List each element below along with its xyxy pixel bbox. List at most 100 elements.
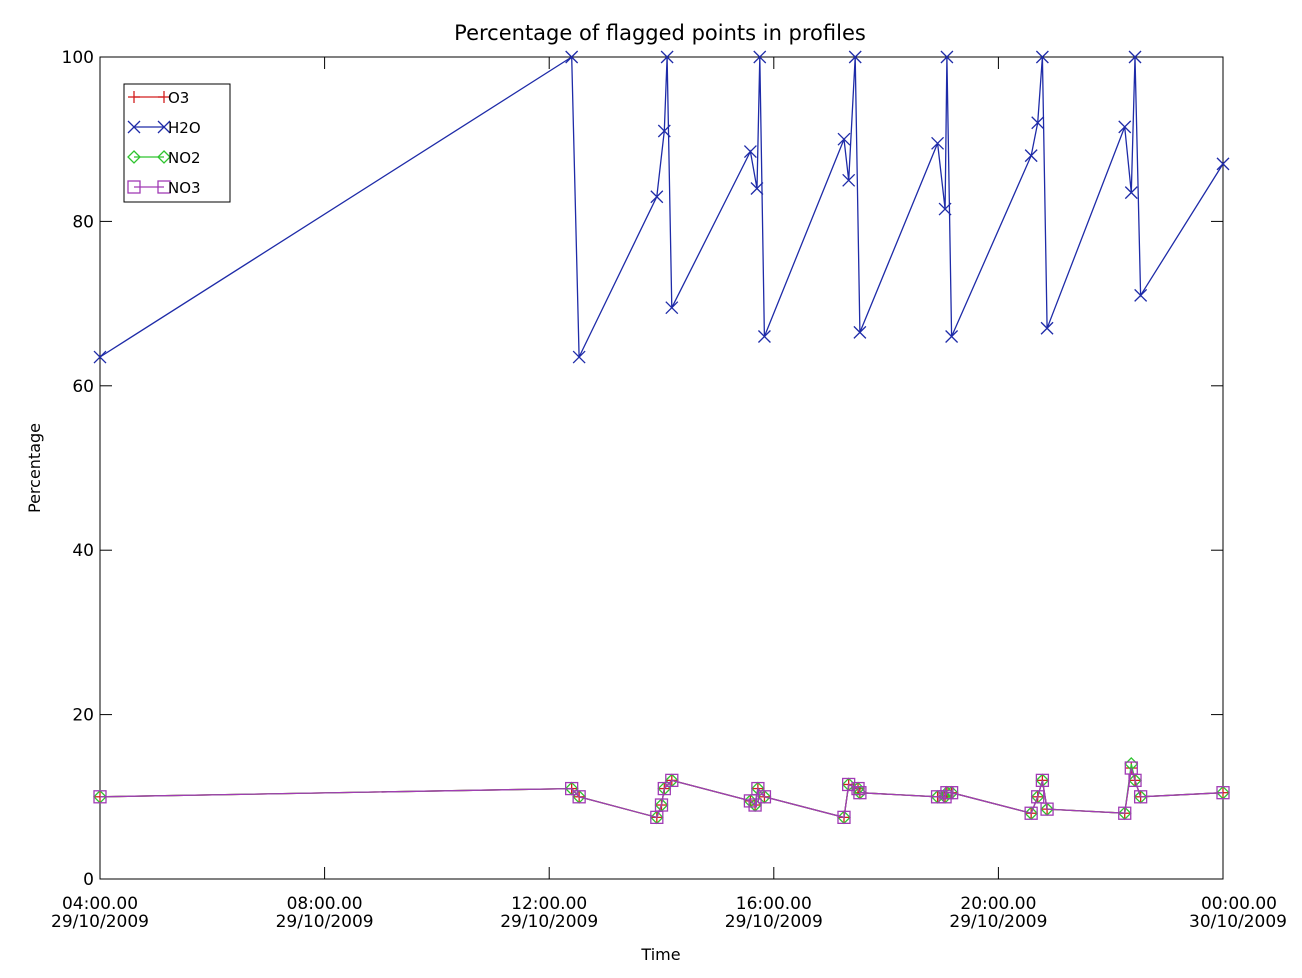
series-no3 bbox=[93, 761, 1230, 824]
data-point-h2o bbox=[1124, 186, 1138, 200]
legend-h2o-marker-end-b bbox=[157, 120, 171, 134]
data-point-h2o bbox=[848, 50, 862, 64]
data-point-no3 bbox=[93, 790, 107, 804]
data-point-h2o bbox=[572, 350, 586, 364]
data-point-h2o-b bbox=[657, 124, 671, 138]
data-point-h2o-b bbox=[1035, 50, 1049, 64]
data-point-h2o bbox=[945, 330, 959, 343]
data-point-h2o-b bbox=[572, 350, 586, 364]
data-point-no3 bbox=[1024, 806, 1038, 820]
data-point-no3 bbox=[1031, 790, 1045, 804]
data-point-h2o bbox=[837, 132, 851, 146]
x-axis-label: Time bbox=[640, 945, 680, 964]
legend-no3-label: NO3 bbox=[168, 179, 201, 197]
data-point-h2o-b bbox=[837, 132, 851, 146]
data-point-h2o-b bbox=[853, 325, 867, 339]
data-point-h2o-b bbox=[1040, 321, 1054, 335]
data-point-h2o bbox=[1216, 157, 1230, 171]
data-point-h2o bbox=[1035, 50, 1049, 64]
x-tick-label-time: 16:00.00 bbox=[736, 894, 812, 914]
data-point-no3 bbox=[1040, 802, 1054, 816]
data-point-h2o bbox=[1040, 321, 1054, 335]
x-tick-label-time: 00:00.00 bbox=[1201, 894, 1277, 914]
data-point-h2o-b bbox=[660, 50, 674, 64]
data-point-h2o-b bbox=[1134, 288, 1148, 302]
data-point-no3 bbox=[1118, 806, 1132, 820]
legend: O3 H2O NO2 NO3 bbox=[123, 83, 231, 203]
data-point-h2o bbox=[1031, 116, 1045, 130]
data-point-no3 bbox=[565, 781, 579, 796]
x-tick-label-time: 04:00.00 bbox=[62, 894, 138, 914]
data-point-h2o bbox=[1134, 288, 1148, 302]
series-line-h2o bbox=[99, 55, 1224, 358]
legend-h2o-label: H2O bbox=[168, 119, 201, 137]
legend-h2o-marker-start bbox=[127, 120, 141, 134]
data-point-no3 bbox=[1035, 773, 1050, 788]
legend-h2o-marker-end bbox=[157, 120, 171, 134]
series-no2 bbox=[93, 757, 1230, 825]
legend-o3-marker-end bbox=[158, 91, 170, 103]
data-point-h2o bbox=[1118, 120, 1132, 134]
legend-no2-marker-end bbox=[157, 150, 171, 164]
data-point-h2o bbox=[757, 330, 771, 343]
y-axis-label: Percentage bbox=[25, 423, 44, 513]
data-point-h2o bbox=[931, 136, 945, 150]
data-point-no3 bbox=[665, 773, 679, 788]
legend-no2-label: NO2 bbox=[168, 149, 201, 167]
y-tick-label: 20 bbox=[72, 706, 94, 726]
data-point-h2o bbox=[938, 202, 952, 216]
data-point-h2o bbox=[660, 50, 674, 64]
x-tick-label-date: 29/10/2009 bbox=[51, 912, 149, 932]
data-point-no3 bbox=[572, 790, 586, 804]
x-tick-label-time: 08:00.00 bbox=[287, 894, 363, 914]
data-point-no3 bbox=[842, 777, 856, 792]
legend-box bbox=[123, 83, 231, 203]
data-point-no3 bbox=[654, 798, 669, 812]
data-point-h2o-b bbox=[848, 50, 862, 64]
data-point-no3 bbox=[743, 794, 758, 808]
legend-o3-label: O3 bbox=[168, 89, 189, 107]
legend-no3-marker-start bbox=[127, 180, 141, 194]
data-point-no3 bbox=[944, 786, 959, 800]
data-point-h2o bbox=[750, 182, 764, 195]
data-point-h2o-b bbox=[650, 190, 664, 204]
data-point-h2o-b bbox=[842, 173, 856, 187]
data-point-h2o-b bbox=[1124, 186, 1138, 200]
data-point-h2o-b bbox=[565, 50, 579, 64]
data-point-no3 bbox=[657, 781, 671, 796]
data-point-h2o-b bbox=[1024, 149, 1038, 163]
data-point-no3 bbox=[757, 790, 772, 804]
data-point-h2o bbox=[650, 190, 664, 204]
data-point-h2o bbox=[842, 173, 856, 187]
y-tick-label: 40 bbox=[72, 541, 94, 561]
data-point-no3 bbox=[1216, 786, 1230, 800]
x-tick-label-date: 29/10/2009 bbox=[725, 912, 823, 932]
data-point-h2o-b bbox=[93, 350, 107, 364]
data-point-h2o bbox=[1024, 149, 1038, 163]
data-point-h2o bbox=[657, 124, 671, 138]
x-tick-label-time: 20:00.00 bbox=[960, 894, 1036, 914]
chart-title: Percentage of flagged points in profiles bbox=[454, 21, 866, 45]
data-point-h2o-b bbox=[743, 145, 757, 158]
legend-h2o-marker-start-b bbox=[127, 120, 141, 134]
data-point-h2o-b bbox=[1216, 157, 1230, 171]
x-tick-label-date: 29/10/2009 bbox=[500, 912, 598, 932]
data-point-h2o bbox=[665, 301, 679, 315]
data-point-h2o bbox=[1128, 50, 1142, 64]
data-point-h2o-b bbox=[940, 50, 954, 64]
data-point-h2o bbox=[743, 145, 757, 158]
series-h2o bbox=[93, 50, 1230, 364]
series-line-no3 bbox=[99, 767, 1224, 819]
y-tick-label: 80 bbox=[72, 212, 94, 232]
y-tick-label: 60 bbox=[72, 377, 94, 397]
data-point-no3 bbox=[748, 798, 762, 812]
y-tick-label: 100 bbox=[62, 48, 94, 68]
data-point-h2o-b bbox=[753, 50, 767, 64]
data-point-no3 bbox=[851, 781, 865, 796]
data-point-h2o-b bbox=[1128, 50, 1142, 64]
data-point-h2o-b bbox=[938, 202, 952, 216]
data-point-no3 bbox=[1128, 773, 1142, 788]
data-point-h2o-b bbox=[1118, 120, 1132, 134]
data-point-h2o-b bbox=[931, 136, 945, 150]
